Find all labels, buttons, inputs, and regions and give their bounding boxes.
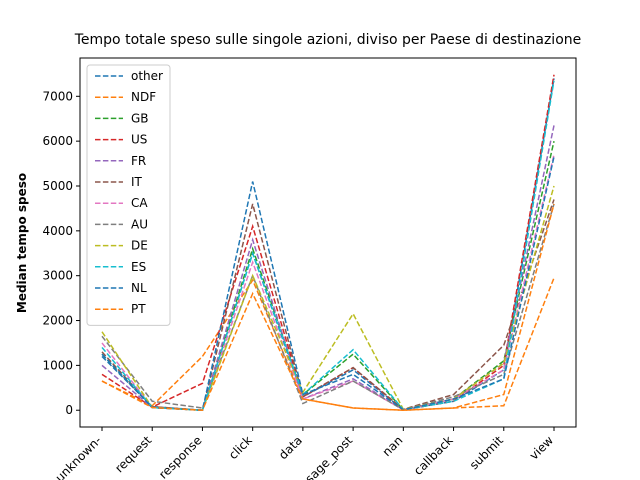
legend-label: ES (131, 260, 146, 274)
legend-label: GB (131, 111, 149, 125)
legend-label: US (131, 133, 147, 147)
y-tick-label: 1000 (42, 358, 73, 372)
y-tick-label: 4000 (42, 224, 73, 238)
y-tick-label: 2000 (42, 314, 73, 328)
legend-box (86, 64, 171, 326)
legend-label: NDF (131, 90, 156, 104)
chart-title: Tempo totale speso sulle singole azioni,… (74, 32, 582, 48)
y-axis-label: Median tempo speso (15, 173, 29, 313)
y-tick-label: 6000 (42, 134, 73, 148)
series-line (101, 203, 555, 412)
series-line (101, 203, 555, 411)
legend-label: FR (131, 154, 146, 168)
y-tick-label: 7000 (42, 89, 73, 103)
legend-label: NL (131, 281, 147, 295)
y-tick-label: 0 (65, 403, 73, 417)
legend-label: IT (131, 175, 143, 189)
y-tick-label: 5000 (42, 179, 73, 193)
y-tick-label: 3000 (42, 269, 73, 283)
legend-label: PT (131, 302, 146, 316)
legend-label: other (131, 69, 163, 83)
plot-frame (79, 57, 577, 428)
legend-label: AU (131, 217, 148, 231)
legend-label: CA (131, 196, 148, 210)
legend-label: DE (131, 239, 148, 253)
